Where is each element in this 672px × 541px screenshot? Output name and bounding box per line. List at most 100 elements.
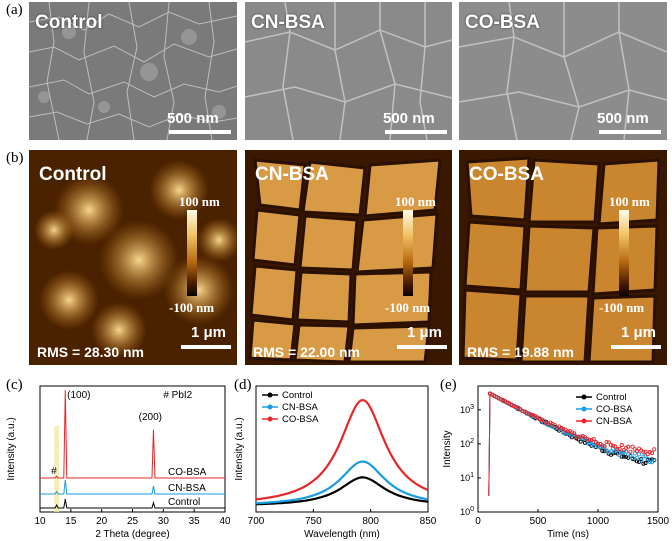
data-point bbox=[628, 449, 633, 454]
data-point bbox=[647, 459, 652, 465]
x-tick-label: 800 bbox=[362, 516, 379, 527]
legend-marker bbox=[267, 392, 273, 398]
sem-label-cn-bsa: CN-BSA bbox=[251, 12, 325, 33]
x-axis-label: 2 Theta (degree) bbox=[95, 529, 169, 540]
rms-value: RMS = 28.30 nm bbox=[37, 344, 144, 360]
x-tick-label: 20 bbox=[96, 516, 108, 527]
peak-label-100: (100) bbox=[67, 390, 90, 401]
panel-label-e: (e) bbox=[440, 377, 457, 393]
x-tick-label: 750 bbox=[305, 516, 322, 527]
data-point bbox=[591, 443, 596, 448]
data-point bbox=[647, 457, 652, 462]
data-point bbox=[561, 427, 566, 432]
xrd-series-cn-bsa bbox=[40, 479, 225, 495]
data-point bbox=[630, 456, 635, 461]
data-point bbox=[652, 447, 657, 452]
data-point bbox=[641, 454, 646, 459]
pl-series-cn-bsa bbox=[255, 460, 429, 505]
data-point bbox=[617, 453, 622, 458]
scale-bar-text: 1 μm bbox=[621, 324, 657, 341]
data-point bbox=[639, 458, 644, 463]
data-point bbox=[565, 429, 570, 434]
data-point bbox=[615, 446, 620, 451]
plot-frame bbox=[477, 385, 659, 513]
colorbar-max: 100 nm bbox=[609, 194, 650, 209]
panel-label-a: (a) bbox=[6, 2, 23, 18]
data-point bbox=[628, 453, 633, 458]
sem-texture bbox=[459, 2, 667, 140]
legend-marker bbox=[581, 418, 587, 424]
legend-label: CN-BSA bbox=[282, 402, 319, 413]
data-point bbox=[613, 450, 618, 455]
data-point bbox=[587, 437, 592, 442]
xrd-series-co-bsa bbox=[40, 389, 225, 479]
scale-bar-text: 500 nm bbox=[167, 110, 219, 127]
colorbar-min: -100 nm bbox=[385, 300, 431, 315]
x-axis-label: Wavelength (nm) bbox=[304, 529, 380, 540]
data-point bbox=[498, 397, 503, 402]
legend-marker bbox=[581, 394, 587, 400]
data-point bbox=[595, 444, 601, 449]
x-tick-label: 25 bbox=[127, 516, 139, 527]
data-point bbox=[636, 452, 642, 457]
data-point bbox=[632, 451, 637, 456]
afm-image-co-bsa: CO-BSA 100 nm -100 nm 1 μm RMS = 19.88 n… bbox=[459, 150, 667, 365]
data-point bbox=[602, 444, 607, 449]
data-point bbox=[563, 430, 568, 435]
sem-image-cn-bsa: CN-BSA 500 nm bbox=[245, 2, 452, 140]
series-label: CO-BSA bbox=[168, 467, 207, 478]
data-point bbox=[563, 431, 568, 436]
x-tick-label: 1500 bbox=[647, 516, 670, 527]
legend-label: Control bbox=[596, 392, 627, 403]
data-point bbox=[589, 443, 594, 448]
legend-label: CO-BSA bbox=[282, 414, 319, 425]
data-point bbox=[641, 450, 646, 455]
rms-value: RMS = 19.88 nm bbox=[467, 344, 574, 360]
data-point bbox=[572, 431, 577, 436]
data-point bbox=[576, 434, 581, 439]
data-point bbox=[591, 437, 596, 442]
colorbar bbox=[403, 210, 413, 296]
data-point bbox=[652, 458, 657, 463]
data-point bbox=[585, 437, 590, 442]
data-point bbox=[647, 450, 652, 455]
data-point bbox=[593, 441, 598, 446]
panel-label-d: (d) bbox=[234, 377, 252, 393]
scale-bar bbox=[181, 345, 231, 349]
data-point bbox=[606, 450, 611, 455]
data-point bbox=[585, 441, 590, 446]
data-point bbox=[595, 441, 601, 446]
data-point bbox=[619, 443, 624, 448]
y-axis-label: Intensity bbox=[442, 430, 453, 467]
data-point bbox=[526, 412, 531, 417]
legend-pbi2: # PbI2 bbox=[163, 390, 192, 401]
y-tick-label: 101 bbox=[460, 472, 474, 483]
data-point bbox=[600, 443, 605, 448]
sem-image-co-bsa: CO-BSA 500 nm bbox=[459, 2, 667, 140]
peak-label-200: (200) bbox=[139, 412, 162, 423]
legend-label: CO-BSA bbox=[596, 404, 633, 415]
x-tick-label: 500 bbox=[530, 516, 547, 527]
pbi2-marker: # bbox=[51, 466, 57, 477]
plot-frame bbox=[255, 385, 429, 513]
trpl-series-cn-bsa bbox=[487, 391, 657, 496]
data-point bbox=[505, 400, 510, 405]
panel-label-b: (b) bbox=[6, 150, 24, 166]
x-tick-label: 0 bbox=[475, 516, 481, 527]
data-point bbox=[639, 456, 644, 462]
scale-bar-text: 1 μm bbox=[407, 324, 443, 341]
data-point bbox=[645, 456, 650, 462]
sem-label-control: Control bbox=[35, 12, 103, 33]
x-tick-label: 40 bbox=[219, 516, 230, 527]
sem-texture bbox=[245, 2, 452, 140]
data-point bbox=[546, 421, 551, 426]
data-point bbox=[544, 420, 549, 426]
data-point bbox=[602, 449, 607, 454]
data-point bbox=[608, 442, 614, 447]
data-point bbox=[503, 399, 508, 404]
scale-bar bbox=[611, 345, 661, 349]
sem-label-co-bsa: CO-BSA bbox=[465, 12, 540, 33]
x-tick-label: 10 bbox=[34, 516, 46, 527]
